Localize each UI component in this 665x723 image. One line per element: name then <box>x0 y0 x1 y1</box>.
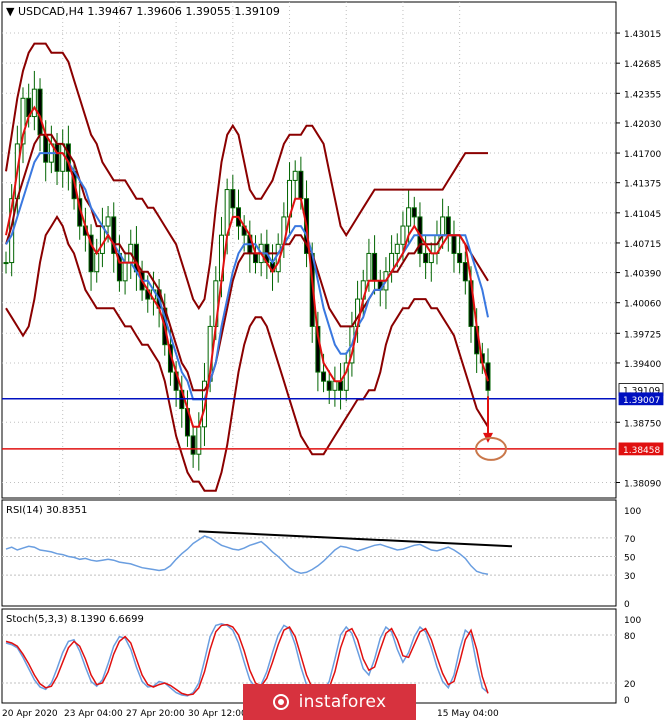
price-tick-label: 1.40060 <box>624 300 661 310</box>
candle-body <box>196 426 202 455</box>
rsi-title: RSI(14) 30.8351 <box>6 505 87 516</box>
price-tick-label: 1.41045 <box>624 210 661 220</box>
time-tick-label: 30 Apr 12:00 <box>188 709 247 719</box>
bollinger-middle-line <box>5 133 489 392</box>
candle-body <box>406 207 412 227</box>
candle-body <box>445 216 451 236</box>
rsi-trendline <box>198 530 513 548</box>
stoch-title: Stoch(5,3,3) 8.1390 6.6699 <box>6 614 144 625</box>
price-tick-label: 1.38750 <box>624 419 661 429</box>
candle-body <box>321 371 327 382</box>
price-label-text: 1.39109 <box>623 386 660 396</box>
price-tick-label: 1.41375 <box>624 180 661 190</box>
price-label-box <box>618 442 664 456</box>
time-axis: 20 Apr 2020 23 Apr 04:00 27 Apr 20:00 30 Ap… <box>2 709 499 719</box>
candle-body <box>457 252 463 264</box>
rsi-tick-label: 70 <box>624 535 636 545</box>
candle-body <box>451 234 457 254</box>
price-tick-label: 1.38090 <box>624 479 661 489</box>
candle-body <box>326 380 332 391</box>
candle-body <box>230 189 236 209</box>
stoch-tick-label: 100 <box>624 616 641 626</box>
stoch-tick-label: 0 <box>624 696 630 706</box>
candle-body <box>338 380 344 391</box>
candle-body <box>111 216 117 254</box>
candle-body <box>292 170 298 181</box>
time-tick-label: 15 May 04:00 <box>437 709 499 719</box>
price-label-text: 1.38458 <box>623 446 660 456</box>
candle-body <box>31 88 37 118</box>
bollinger-upper-line <box>5 42 488 311</box>
candle-body <box>298 170 304 200</box>
stoch-tick-label: 20 <box>624 680 636 690</box>
rsi-tick-label: 100 <box>624 507 641 517</box>
stoch-tick-label: 80 <box>624 632 636 642</box>
rsi-tick-label: 0 <box>624 600 630 610</box>
collapse-triangle-icon: ▼ <box>6 5 18 18</box>
candle-body <box>122 262 128 282</box>
target-circle <box>475 436 507 461</box>
rsi-tick-label: 50 <box>624 554 636 564</box>
candle-body <box>88 234 94 273</box>
fast-ma-line <box>5 105 489 428</box>
stoch-marks: 100 80 20 0 <box>2 616 641 706</box>
bollinger-lower-line <box>5 214 489 492</box>
chart-title: ▼ USDCAD,H4 1.39467 1.39606 1.39055 1.39… <box>6 5 280 18</box>
candle-body <box>400 225 406 245</box>
candle-body <box>3 262 9 265</box>
time-tick-label: 23 Apr 04:00 <box>64 709 123 719</box>
rsi-tick-label: 30 <box>624 572 636 582</box>
price-label-box <box>618 392 664 406</box>
slow-ma-line <box>5 152 489 401</box>
price-tick-label: 1.42355 <box>624 90 661 100</box>
candle-body <box>20 97 26 145</box>
title-text: USDCAD,H4 1.39467 1.39606 1.39055 1.3910… <box>18 5 280 18</box>
candle-body <box>54 143 60 172</box>
candle-body <box>43 134 49 163</box>
price-axis: 1.43015 1.42685 1.42355 1.42030 1.41700 1.413… <box>616 30 664 489</box>
watermark-logo: instaforex <box>243 684 416 720</box>
candle-body <box>190 435 196 455</box>
candle-body <box>332 380 338 391</box>
price-tick-label: 1.39400 <box>624 360 661 370</box>
candle-body <box>37 88 43 136</box>
price-tick-label: 1.40715 <box>624 240 661 250</box>
candle-body <box>94 252 100 273</box>
logo-circle-icon <box>272 694 289 710</box>
price-tick-label: 1.41700 <box>624 150 661 160</box>
price-tick-label: 1.42685 <box>624 60 661 70</box>
stoch-main-line <box>5 623 489 697</box>
stoch-signal-line <box>5 623 489 696</box>
rsi-panel <box>1 499 617 607</box>
price-tick-label: 1.40390 <box>624 270 661 280</box>
time-tick-label: 27 Apr 20:00 <box>126 709 185 719</box>
candle-body <box>428 252 434 264</box>
price-tick-label: 1.43015 <box>624 30 661 40</box>
candle-body <box>372 252 378 282</box>
candle-body <box>440 216 446 236</box>
candle-body <box>462 262 468 282</box>
candle-body <box>394 243 400 254</box>
candle-body <box>366 252 372 282</box>
candle-body <box>105 216 111 227</box>
candle-body <box>411 207 417 218</box>
time-tick-label: 20 Apr 2020 <box>2 709 58 719</box>
price-label-text: 1.39007 <box>623 396 660 406</box>
price-tick-label: 1.39725 <box>624 330 661 340</box>
price-tick-label: 1.42030 <box>624 120 661 130</box>
candle-body <box>423 252 429 264</box>
rsi-line <box>5 535 489 575</box>
rsi-marks: 100 70 50 30 0 <box>2 507 641 610</box>
candle-body <box>253 252 259 264</box>
price-marks <box>2 42 616 492</box>
